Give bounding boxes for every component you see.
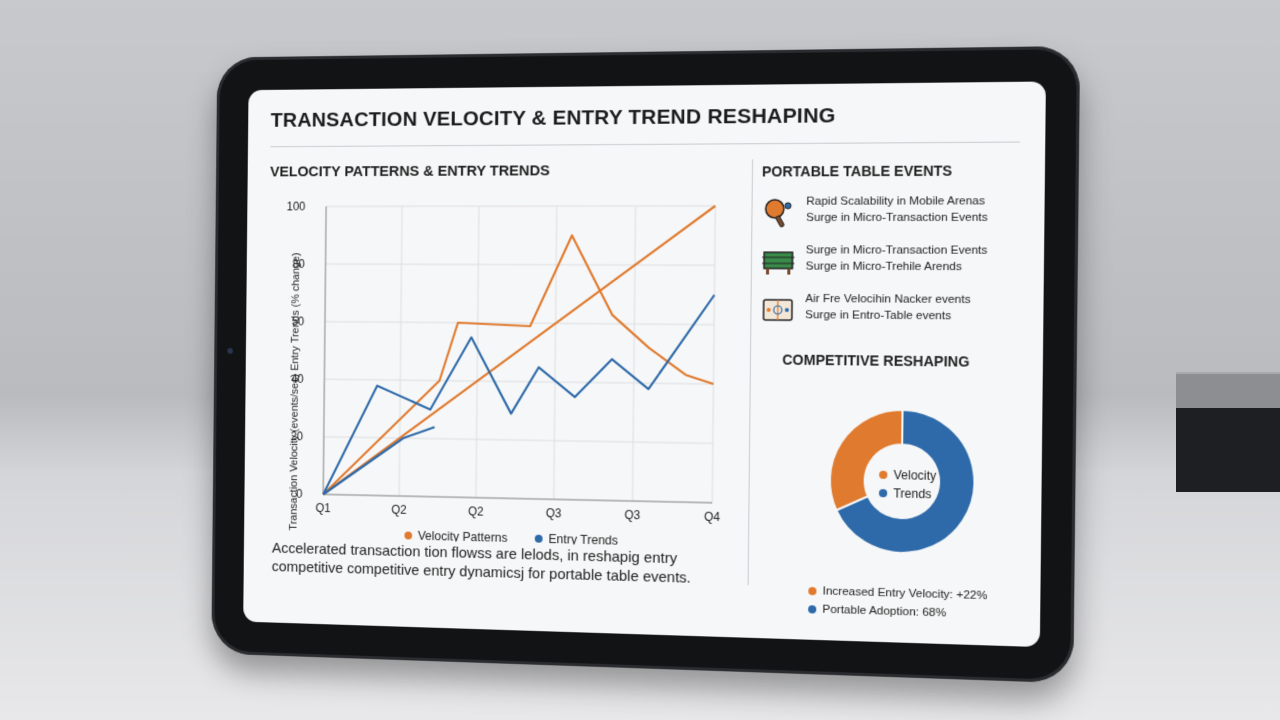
- grid-line: [554, 206, 557, 499]
- title-divider: [270, 142, 1020, 148]
- event-item: Surge in Micro-Transaction Events Surge …: [761, 242, 1009, 288]
- x-tick-label: Q4: [704, 510, 721, 524]
- background-box: [1176, 372, 1280, 492]
- event-line-2: Surge in Entro-Table events: [805, 309, 951, 322]
- ping-pong-paddle-icon: [761, 198, 796, 228]
- line-chart: 0 20 40 50 80 100 Q1 Q2 Q2 Q3 Q3 Q4 Transaction Ve…: [266, 186, 735, 549]
- x-tick-label: Q2: [468, 505, 484, 518]
- stat-label: Portable Adoption: 68%: [822, 604, 946, 620]
- grid-line: [712, 206, 715, 503]
- page-title: TRANSACTION VELOCITY & ENTRY TREND RESHA…: [271, 104, 836, 133]
- event-item: Rapid Scalability in Mobile Arenas Surge…: [761, 193, 1009, 238]
- legend-dot: [404, 531, 412, 539]
- events-section-title: PORTABLE TABLE EVENTS: [762, 162, 952, 179]
- donut-legend: Velocity Trends: [879, 468, 937, 501]
- stat-label: Increased Entry Velocity: +22%: [823, 585, 988, 602]
- foosball-table-icon: [761, 246, 796, 276]
- event-line-1: Air Fre Velocihin Nacker events: [805, 293, 970, 306]
- camera-icon: [227, 348, 233, 354]
- tablet-device: TRANSACTION VELOCITY & ENTRY TREND RESHA…: [211, 46, 1080, 683]
- tablet-screen: TRANSACTION VELOCITY & ENTRY TREND RESHA…: [243, 81, 1046, 647]
- x-tick-labels: Q1 Q2 Q2 Q3 Q3 Q4: [315, 502, 720, 524]
- donut-chart: Velocity Trends: [809, 388, 997, 575]
- x-tick-label: Q2: [391, 503, 406, 516]
- grid-line: [325, 322, 714, 325]
- x-tick-label: Q1: [315, 502, 330, 515]
- legend-dot: [535, 535, 543, 543]
- series-line: [323, 235, 715, 503]
- y-tick-label: 100: [287, 200, 306, 213]
- chart-series: [323, 206, 715, 503]
- event-line-2: Surge in Micro-Transaction Events: [806, 212, 988, 224]
- x-tick-label: Q3: [624, 509, 640, 523]
- grid-line: [326, 206, 715, 207]
- x-axis: [323, 494, 712, 502]
- donut-legend-label: Velocity: [894, 469, 937, 483]
- stat-item: Portable Adoption: 68%: [808, 603, 1025, 622]
- reshaping-section-title: COMPETITIVE RESHAPING: [782, 351, 969, 369]
- x-tick-label: Q3: [546, 507, 562, 521]
- air-hockey-table-icon: [760, 295, 795, 326]
- event-line-1: Surge in Micro-Transaction Events: [806, 244, 988, 257]
- donut-legend-dot: [879, 471, 887, 479]
- stat-dot: [808, 587, 816, 595]
- grid-line: [399, 206, 402, 496]
- grid-line: [326, 264, 715, 265]
- event-line-1: Rapid Scalability in Mobile Arenas: [806, 195, 985, 208]
- grid-line: [633, 206, 636, 501]
- stat-dot: [808, 605, 816, 613]
- donut-legend-label: Trends: [893, 487, 931, 501]
- donut-legend-dot: [879, 489, 887, 497]
- chart-section-title: VELOCITY PATTERNS & ENTRY TRENDS: [270, 162, 550, 180]
- panel-divider: [748, 159, 753, 585]
- event-line-2: Surge in Micro-Trehile Arends: [806, 260, 962, 273]
- event-item: Air Fre Velocihin Nacker events Surge in…: [760, 291, 1008, 338]
- y-axis: [323, 206, 326, 494]
- stat-item: Increased Entry Velocity: +22%: [808, 585, 1025, 603]
